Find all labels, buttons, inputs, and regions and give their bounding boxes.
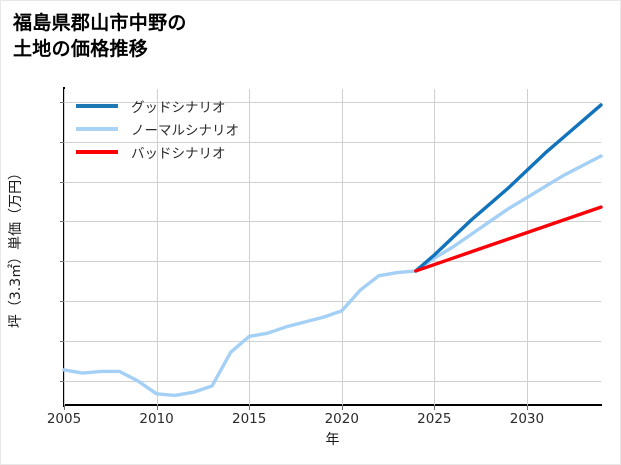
y-tick-mark bbox=[60, 141, 64, 143]
legend-item[interactable]: バッドシナリオ bbox=[76, 140, 239, 163]
x-tick-label: 2025 bbox=[417, 411, 452, 427]
x-tick-label: 2020 bbox=[324, 411, 359, 427]
x-axis-spine bbox=[63, 404, 602, 406]
y-axis-label: 坪（3.3㎡）単価（万円） bbox=[8, 165, 24, 329]
series-line bbox=[414, 103, 603, 273]
y-tick-mark bbox=[60, 381, 64, 383]
gridline-horizontal bbox=[64, 341, 601, 343]
y-tick-mark bbox=[60, 341, 64, 343]
x-tick-mark bbox=[434, 405, 436, 410]
y-tick-mark bbox=[60, 261, 64, 263]
legend-label: ノーマルシナリオ bbox=[131, 122, 239, 139]
y-tick-mark bbox=[60, 221, 64, 223]
x-tick-mark bbox=[156, 405, 158, 410]
series-line bbox=[62, 154, 603, 398]
x-tick-mark bbox=[249, 405, 251, 410]
x-tick-mark bbox=[526, 405, 528, 410]
gridline-horizontal bbox=[64, 141, 601, 143]
gridline-horizontal bbox=[64, 181, 601, 183]
gridline-horizontal bbox=[64, 381, 601, 383]
legend-item[interactable]: グッドシナリオ bbox=[76, 94, 239, 117]
x-tick-label: 2005 bbox=[46, 411, 82, 427]
y-axis-label-wrap: 坪（3.3㎡）単価（万円） bbox=[8, 89, 24, 405]
gridline-horizontal bbox=[64, 101, 601, 103]
series-lines bbox=[62, 103, 603, 398]
y-tick-mark bbox=[60, 301, 64, 303]
gridline-vertical bbox=[64, 89, 65, 405]
legend-item[interactable]: ノーマルシナリオ bbox=[76, 117, 239, 140]
x-tick-label: 2015 bbox=[231, 411, 267, 427]
gridline-vertical bbox=[526, 89, 528, 405]
x-tick-mark bbox=[341, 405, 343, 410]
y-tick-mark bbox=[60, 101, 64, 103]
chart-legend: グッドシナリオ ノーマルシナリオ バッドシナリオ bbox=[76, 94, 239, 163]
chart-title: 福島県郡山市中野の 土地の価格推移 bbox=[13, 12, 187, 60]
legend-label: グッドシナリオ bbox=[131, 99, 226, 116]
legend-color-swatch bbox=[76, 126, 118, 131]
x-tick-label: 2010 bbox=[139, 411, 174, 427]
gridline-vertical bbox=[249, 89, 251, 405]
plot-area: 17.520.022.525.027.530.032.535.0 2005201… bbox=[47, 89, 603, 427]
legend-color-swatch bbox=[76, 103, 118, 108]
series-line bbox=[414, 205, 603, 273]
x-tick-mark bbox=[64, 405, 65, 410]
legend-color-swatch bbox=[76, 149, 118, 154]
x-axis-label: 年 bbox=[325, 432, 340, 448]
gridline-vertical bbox=[341, 89, 343, 405]
gridline-horizontal bbox=[64, 261, 601, 263]
gridline-horizontal bbox=[64, 221, 601, 223]
gridline-vertical bbox=[434, 89, 436, 405]
gridline-vertical bbox=[156, 89, 158, 405]
y-tick-mark bbox=[60, 181, 64, 183]
gridline-horizontal bbox=[64, 301, 601, 303]
legend-label: バッドシナリオ bbox=[131, 145, 226, 162]
x-tick-label: 2030 bbox=[509, 411, 545, 427]
